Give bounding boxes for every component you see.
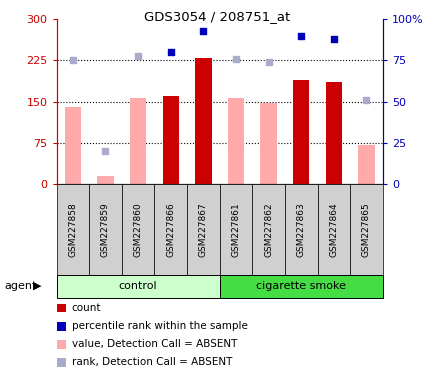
- Text: GSM227865: GSM227865: [361, 202, 370, 257]
- Bar: [97, 176, 113, 184]
- Point: [102, 148, 108, 154]
- Point: [265, 59, 272, 65]
- Text: cigarette smoke: cigarette smoke: [256, 281, 345, 291]
- Point: [362, 97, 369, 103]
- Text: GSM227867: GSM227867: [198, 202, 207, 257]
- Bar: [260, 103, 276, 184]
- Bar: [293, 80, 309, 184]
- Text: control: control: [118, 281, 157, 291]
- Text: agent: agent: [4, 281, 36, 291]
- Bar: [195, 58, 211, 184]
- Bar: [162, 96, 178, 184]
- Text: GSM227858: GSM227858: [68, 202, 77, 257]
- Point: [199, 28, 207, 34]
- Bar: [325, 83, 341, 184]
- Bar: [130, 98, 146, 184]
- Text: percentile rank within the sample: percentile rank within the sample: [72, 321, 247, 331]
- Bar: [65, 107, 81, 184]
- Point: [232, 56, 239, 62]
- Text: GDS3054 / 208751_at: GDS3054 / 208751_at: [144, 10, 290, 23]
- Text: value, Detection Call = ABSENT: value, Detection Call = ABSENT: [72, 339, 237, 349]
- Point: [69, 58, 76, 64]
- Text: GSM227862: GSM227862: [263, 202, 273, 257]
- Text: GSM227863: GSM227863: [296, 202, 305, 257]
- Text: GSM227859: GSM227859: [101, 202, 110, 257]
- Point: [297, 33, 304, 39]
- Text: GSM227860: GSM227860: [133, 202, 142, 257]
- Point: [330, 36, 337, 42]
- Text: count: count: [72, 303, 101, 313]
- Bar: [227, 98, 243, 184]
- Bar: [358, 145, 374, 184]
- Text: GSM227861: GSM227861: [231, 202, 240, 257]
- Text: rank, Detection Call = ABSENT: rank, Detection Call = ABSENT: [72, 358, 232, 367]
- Text: ▶: ▶: [33, 281, 41, 291]
- Text: GSM227864: GSM227864: [329, 202, 338, 257]
- Point: [135, 53, 141, 59]
- Text: GSM227866: GSM227866: [166, 202, 175, 257]
- Point: [167, 49, 174, 55]
